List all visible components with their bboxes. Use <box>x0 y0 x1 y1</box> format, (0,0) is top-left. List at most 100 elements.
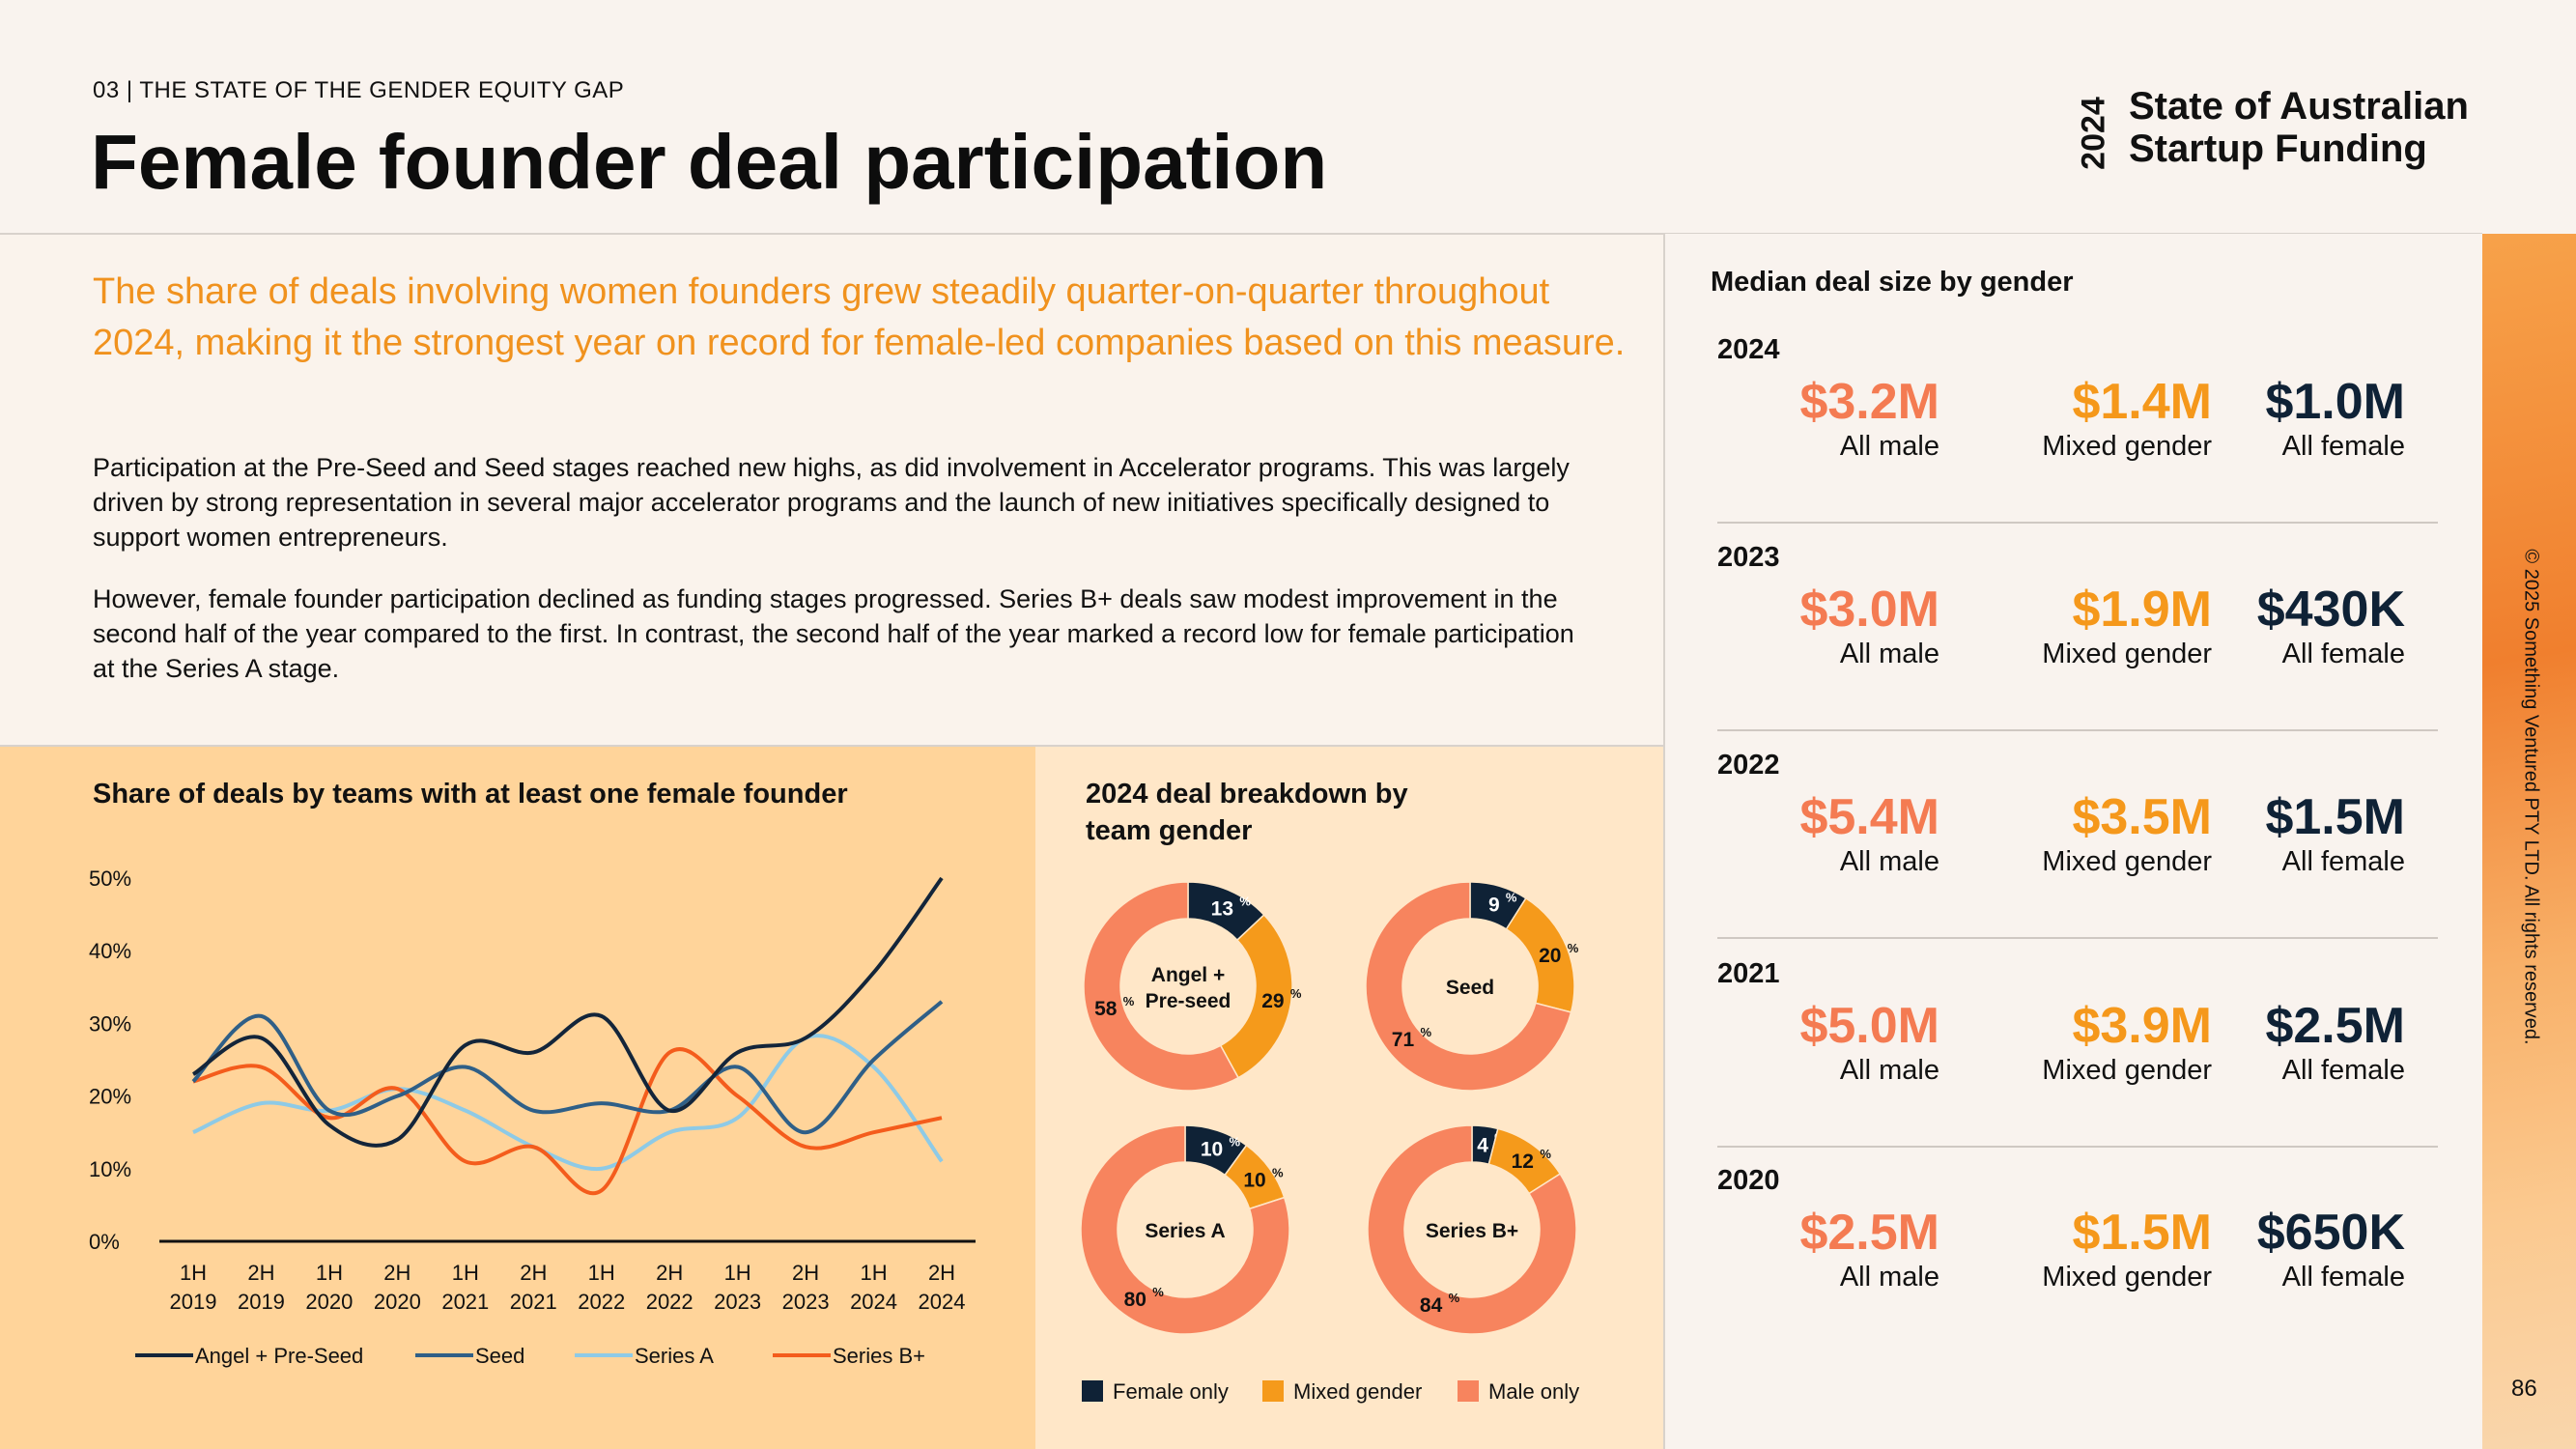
x-tick-label-year: 2022 <box>646 1290 694 1314</box>
donut-value-label: 58 <box>1094 998 1118 1020</box>
donut-value-label: 4 <box>1477 1135 1488 1157</box>
mixed-gender-value: $1.5M <box>2072 1205 2212 1261</box>
body-paragraph-2: However, female founder participation de… <box>93 584 1574 683</box>
x-tick-label-year: 2024 <box>919 1290 966 1314</box>
x-tick-label-year: 2023 <box>714 1290 761 1314</box>
all-female-caption: All female <box>2281 639 2405 669</box>
x-tick-label-period: 1H <box>724 1261 751 1285</box>
line-chart-panel: Share of deals by teams with at least on… <box>0 747 1035 1449</box>
donut-value-label: 80 <box>1124 1289 1146 1311</box>
year-block-2021: 2021 $5.0M All male $3.9M Mixed gender $2.5M A… <box>1717 958 2438 1167</box>
donut-legend-swatch <box>1262 1380 1284 1402</box>
all-female-value: $1.5M <box>2265 789 2405 845</box>
x-tick-label-period: 1H <box>180 1261 207 1285</box>
mixed-gender-caption: Mixed gender <box>2042 431 2212 462</box>
body-paragraph-1: Participation at the Pre-Seed and Seed s… <box>93 453 1570 552</box>
donut-segment-male-only <box>1367 1124 1577 1335</box>
all-female-caption: All female <box>2281 1262 2405 1293</box>
all-male-caption: All male <box>1839 1055 1939 1086</box>
x-tick-label-year: 2019 <box>170 1290 217 1314</box>
donut-center-label: Angel + <box>1151 964 1225 986</box>
all-male-caption: All male <box>1839 639 1939 669</box>
y-tick-label: 50% <box>89 867 131 891</box>
brand-year-text: 2024 <box>2075 97 2112 170</box>
donut-center-label: Series B+ <box>1426 1220 1518 1242</box>
legend-label: Angel + Pre-Seed <box>195 1344 363 1368</box>
donut-percent-sign: % <box>1123 994 1135 1009</box>
median-deal-size-title: Median deal size by gender <box>1711 267 2074 298</box>
all-male-value: $5.0M <box>1799 998 1939 1054</box>
x-tick-label-year: 2020 <box>305 1290 353 1314</box>
donut-legend-swatch <box>1082 1380 1103 1402</box>
all-male-caption: All male <box>1839 1262 1939 1293</box>
x-tick-label-year: 2023 <box>782 1290 830 1314</box>
x-tick-label-period: 1H <box>860 1261 887 1285</box>
x-tick-label-period: 2H <box>247 1261 274 1285</box>
all-male-value: $2.5M <box>1799 1205 1939 1261</box>
decorative-side-strip <box>2482 234 2576 1449</box>
all-male-value: $3.0M <box>1799 582 1939 638</box>
x-tick-label-period: 2H <box>928 1261 955 1285</box>
donut-segment-male-only <box>1083 881 1240 1092</box>
report-brand: 2024 State of Australian Startup Funding <box>2075 85 2521 182</box>
year-label: 2023 <box>1717 542 1780 573</box>
mixed-gender-value: $3.9M <box>2072 998 2212 1054</box>
donut-chart-panel: 2024 deal breakdown by team gender 13% 29… <box>1035 747 1663 1449</box>
x-tick-label-period: 2H <box>656 1261 683 1285</box>
donut-legend-label: Female only <box>1113 1379 1229 1404</box>
y-tick-label: 20% <box>89 1085 131 1109</box>
all-female-value: $650K <box>2256 1205 2405 1261</box>
x-tick-label-year: 2022 <box>578 1290 625 1314</box>
mixed-gender-caption: Mixed gender <box>2042 846 2212 877</box>
y-tick-label: 10% <box>89 1157 131 1181</box>
donut-value-label: 20 <box>1539 945 1561 967</box>
page-header: 03 | THE STATE OF THE GENDER EQUITY GAP … <box>0 0 2576 234</box>
donut-percent-sign: % <box>1230 1134 1241 1149</box>
year-block-2023: 2023 $3.0M All male $1.9M Mixed gender $430K A… <box>1717 542 2438 751</box>
year-separator <box>1717 937 2438 939</box>
line-chart-title: Share of deals by teams with at least on… <box>93 779 848 810</box>
year-separator <box>1717 729 2438 731</box>
brand-line-1: State of Australian <box>2129 85 2469 128</box>
donut-segment-male-only <box>1080 1124 1290 1335</box>
donut-center-label: Series A <box>1145 1220 1225 1242</box>
all-male-value: $5.4M <box>1799 789 1939 845</box>
mixed-gender-caption: Mixed gender <box>2042 1262 2212 1293</box>
x-tick-label-year: 2021 <box>441 1290 489 1314</box>
donut-segment-male-only <box>1365 881 1572 1092</box>
donut-percent-sign: % <box>1239 894 1251 908</box>
header-divider <box>0 233 2482 235</box>
section-eyebrow: 03 | THE STATE OF THE GENDER EQUITY GAP <box>93 77 625 103</box>
x-tick-label-period: 1H <box>452 1261 479 1285</box>
series-line-seed <box>191 1000 944 1135</box>
mixed-gender-value: $3.5M <box>2072 789 2212 845</box>
donut-percent-sign: % <box>1540 1147 1551 1161</box>
all-female-value: $1.0M <box>2265 374 2405 430</box>
brand-year: 2024 <box>2075 85 2112 182</box>
x-tick-label-period: 2H <box>792 1261 819 1285</box>
x-tick-label-year: 2020 <box>374 1290 421 1314</box>
year-label: 2020 <box>1717 1165 1780 1196</box>
page-title: Female founder deal participation <box>91 119 1328 205</box>
x-tick-label-year: 2024 <box>850 1290 897 1314</box>
donut-legend-label: Male only <box>1488 1379 1579 1404</box>
median-deal-size-panel: Median deal size by gender 2024 $3.2M All … <box>1665 234 2482 1449</box>
series-line-series-b <box>192 1047 943 1196</box>
all-male-caption: All male <box>1839 846 1939 877</box>
donut-value-label: 10 <box>1243 1170 1265 1192</box>
year-label: 2022 <box>1717 750 1780 781</box>
content-divider <box>0 745 1663 747</box>
lead-paragraph: The share of deals involving women found… <box>93 271 1626 363</box>
donut-chart-title-line2: team gender <box>1086 815 1253 846</box>
copyright-notice: © 2025 Something Ventured PTY LTD. All r… <box>2511 549 2550 1044</box>
donut-value-label: 9 <box>1488 895 1500 917</box>
year-separator <box>1717 522 2438 524</box>
legend-label: Series A <box>635 1344 714 1368</box>
donut-value-label: 13 <box>1211 897 1233 920</box>
donut-percent-sign: % <box>1568 941 1579 955</box>
x-tick-label-year: 2021 <box>510 1290 557 1314</box>
all-male-caption: All male <box>1839 431 1939 462</box>
page-number: 86 <box>2511 1376 2537 1402</box>
all-female-caption: All female <box>2281 1055 2405 1086</box>
copyright-text: © 2025 Something Ventured PTY LTD. All r… <box>2520 549 2542 1045</box>
